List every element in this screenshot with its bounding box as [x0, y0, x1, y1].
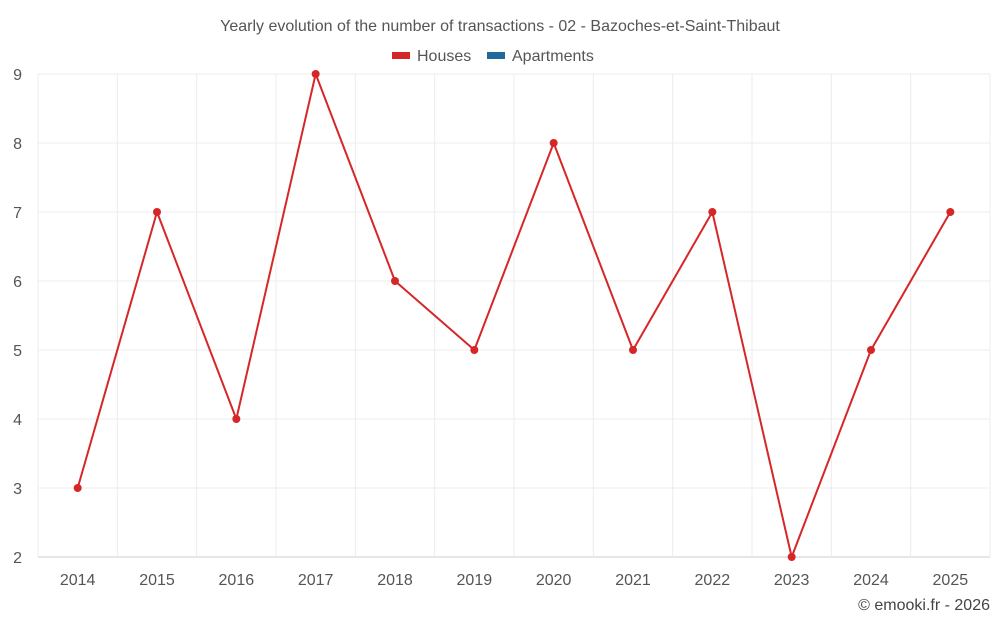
y-tick-label: 6: [13, 274, 22, 291]
y-axis-ticks: 2 3 4 5 6 7 8 9: [13, 67, 22, 567]
x-tick-label: 2015: [139, 572, 175, 589]
data-point-houses-2020[interactable]: [549, 139, 558, 147]
legend-label-houses[interactable]: Houses: [417, 48, 471, 65]
legend-swatch-houses: [392, 52, 410, 59]
data-point-houses-2024[interactable]: [867, 346, 875, 354]
data-point-houses-2017[interactable]: [311, 70, 320, 78]
data-point-houses-2025[interactable]: [946, 208, 955, 216]
x-tick-label: 2016: [219, 572, 255, 589]
data-point-houses-2014[interactable]: [73, 484, 82, 492]
x-tick-label: 2018: [377, 572, 413, 589]
x-axis-ticks: 2014 2015 2016 2017 2018 2019 2020 2021 2022 2023…: [60, 572, 968, 589]
x-tick-label: 2023: [774, 572, 810, 589]
x-tick-label: 2014: [60, 572, 96, 589]
data-point-houses-2018[interactable]: [391, 277, 399, 285]
y-tick-label: 8: [13, 136, 22, 153]
x-tick-label: 2017: [298, 572, 334, 589]
y-tick-label: 3: [13, 481, 22, 498]
chart-title: Yearly evolution of the number of transa…: [220, 18, 780, 35]
credit-text: © emooki.fr - 2026: [858, 597, 990, 614]
grid: [37, 73, 991, 558]
series-layer: [73, 70, 955, 561]
x-tick-label: 2021: [615, 572, 651, 589]
data-point-houses-2016[interactable]: [232, 415, 241, 423]
y-tick-label: 4: [13, 412, 22, 429]
data-point-houses-2021[interactable]: [629, 346, 637, 354]
x-tick-label: 2019: [457, 572, 493, 589]
legend[interactable]: Houses Apartments: [392, 48, 594, 65]
data-point-houses-2023[interactable]: [787, 553, 796, 561]
data-point-houses-2022[interactable]: [708, 208, 717, 216]
y-tick-label: 9: [13, 67, 22, 84]
y-tick-label: 2: [13, 550, 22, 567]
legend-swatch-apartments: [487, 52, 505, 59]
data-point-houses-2019[interactable]: [470, 346, 479, 354]
y-tick-label: 5: [13, 343, 22, 360]
x-tick-label: 2022: [695, 572, 731, 589]
y-tick-label: 7: [13, 205, 22, 222]
x-tick-label: 2024: [853, 572, 889, 589]
x-tick-label: 2020: [536, 572, 572, 589]
legend-label-apartments[interactable]: Apartments: [512, 48, 594, 65]
series-line-houses: [76, 73, 952, 558]
x-tick-label: 2025: [933, 572, 969, 589]
data-point-houses-2015[interactable]: [153, 208, 161, 216]
